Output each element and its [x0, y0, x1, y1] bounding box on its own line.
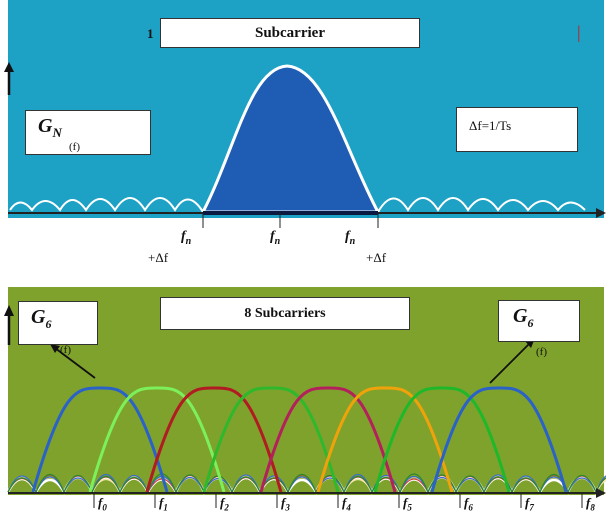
- subcarrier-lobe-6: [373, 386, 511, 493]
- subcarrier-label-4: f4: [342, 495, 351, 513]
- gn-subscript: N: [52, 125, 62, 140]
- left-pointer-arrow: [54, 347, 96, 379]
- right-pointer-arrow: [489, 342, 531, 384]
- bottom-y-axis-arrowhead: [4, 305, 14, 316]
- spacing-note-box: Δf=1/Ts: [456, 107, 578, 152]
- index-label: 1: [147, 26, 154, 41]
- subcarrier-label-7: f7: [525, 495, 534, 513]
- subcarrier-label-3: f3: [281, 495, 290, 513]
- g6-left-subscript: 6: [45, 317, 52, 331]
- axis-offset-right: +Δf: [366, 250, 387, 265]
- subcarrier-lobe-5: [316, 386, 454, 493]
- spacing-note: Δf=1/Ts: [469, 118, 512, 133]
- top-main-lobe: [200, 64, 381, 214]
- subcarrier-lobe-4: [259, 386, 397, 493]
- eight-subcarriers-title-box: 8 Subcarriers: [160, 297, 410, 330]
- subcarrier-label-8: f8: [586, 495, 595, 513]
- axis-label-fn-center: fn: [270, 229, 281, 247]
- g6-left-letter: G: [31, 306, 46, 328]
- g6-right-box: G6: [498, 300, 580, 342]
- red-marker: |: [577, 22, 581, 42]
- bottom-subcarrier-lobes: [6, 386, 606, 508]
- subcarrier-lobe-7: [430, 386, 568, 493]
- g6-right-letter: G: [513, 305, 528, 327]
- g6-right-arg: (f): [536, 346, 547, 358]
- top-y-axis-arrowhead: [4, 62, 14, 72]
- gn-arg: (f): [69, 141, 80, 153]
- subcarrier-label-5: f5: [403, 495, 412, 513]
- top-sidelobe-curve-left: [9, 197, 204, 213]
- axis-label-fn-left: fn: [181, 229, 192, 247]
- axis-label-fn-right: fn: [345, 229, 356, 247]
- subcarrier-lobe-1: [88, 386, 226, 493]
- gn-label-box: GN (f): [25, 110, 151, 155]
- gn-letter: G: [38, 115, 53, 137]
- top-sidelobe-curve-right: [377, 197, 586, 213]
- subcarrier-title: Subcarrier: [255, 24, 325, 41]
- subcarrier-title-box: Subcarrier: [160, 18, 420, 48]
- subcarrier-label-6: f6: [464, 495, 473, 513]
- subcarrier-label-2: f2: [220, 495, 229, 513]
- left-pointer-arrowhead: [50, 344, 60, 353]
- subcarrier-lobe-2: [145, 386, 283, 493]
- subcarrier-lobe-0: [31, 386, 169, 493]
- subcarrier-label-1: f1: [159, 495, 168, 513]
- axis-offset-left: +Δf: [148, 250, 169, 265]
- subcarrier-label-0: f0: [98, 495, 107, 513]
- bottom-axis-arrowhead: [596, 488, 606, 498]
- top-axis-arrowhead: [596, 208, 606, 218]
- g6-right-subscript: 6: [527, 316, 534, 330]
- subcarrier-lobe-3: [202, 386, 340, 493]
- g6-left-box: G6: [18, 301, 98, 345]
- eight-subcarriers-title: 8 Subcarriers: [244, 305, 326, 321]
- g6-left-arg: (f): [60, 344, 71, 356]
